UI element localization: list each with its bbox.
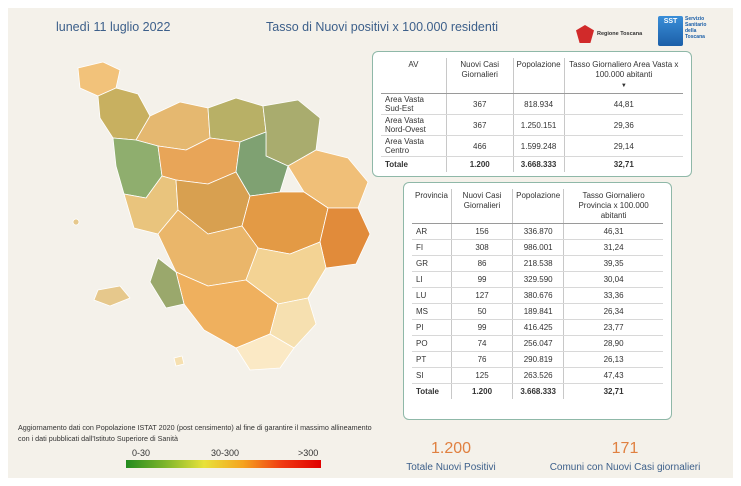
map-island-giglio xyxy=(173,355,185,367)
provincia-table-card: Provincia Nuovi Casi Giornalieri Popolaz… xyxy=(403,182,672,420)
legend-mid: 30-300 xyxy=(211,448,240,458)
table-row: PO 74 256.047 28,90 xyxy=(412,335,663,352)
sst-mark: SST xyxy=(658,16,683,46)
map-island-capraia xyxy=(72,218,80,226)
map-region-arezzo xyxy=(319,207,371,269)
table-row: LI 99 329.590 30,04 xyxy=(412,271,663,288)
table-row: Area Vasta Nord-Ovest 367 1.250.151 29,3… xyxy=(381,114,683,136)
tuscany-municipalities-map[interactable] xyxy=(58,58,388,378)
col-provincia[interactable]: Provincia xyxy=(412,189,452,224)
col-tasso[interactable]: Tasso Giornaliero Area Vasta x 100.000 a… xyxy=(564,58,683,94)
table-row: Area Vasta Centro 466 1.599.248 29,14 xyxy=(381,135,683,157)
map-island-elba xyxy=(93,285,131,307)
legend-low: 0-30 xyxy=(132,448,151,458)
table-row: FI 308 986.001 31,24 xyxy=(412,239,663,256)
col-popolazione[interactable]: Popolazione xyxy=(513,58,565,94)
kpi-total-positives: 1.200 Totale Nuovi Positivi xyxy=(396,440,506,473)
update-note: Aggiornamento dati con Popolazione ISTAT… xyxy=(18,423,372,443)
page-title: Tasso di Nuovi positivi x 100.000 reside… xyxy=(266,20,499,34)
col-nuovi-casi[interactable]: Nuovi Casi Giornalieri xyxy=(446,58,514,94)
kpi-municipalities: 171 Comuni con Nuovi Casi giornalieri xyxy=(540,440,710,473)
regione-toscana-logo: Regione Toscana xyxy=(576,20,646,48)
col-nuovi-casi[interactable]: Nuovi Casi Giornalieri xyxy=(451,189,514,224)
map-region-argentario xyxy=(235,333,295,371)
col-av[interactable]: AV xyxy=(381,58,447,94)
legend-high: >300 xyxy=(298,448,319,458)
pegasus-icon xyxy=(576,25,594,43)
kpi-label: Totale Nuovi Positivi xyxy=(406,462,496,473)
provincia-table: Provincia Nuovi Casi Giornalieri Popolaz… xyxy=(412,189,663,399)
kpi-value: 171 xyxy=(611,440,639,457)
table-row: AR 156 336.870 46,31 xyxy=(412,223,663,240)
sst-logo: SST Servizio Sanitario della Toscana xyxy=(658,16,715,46)
table-row: MS 50 189.841 26,34 xyxy=(412,303,663,320)
color-legend-gradient xyxy=(126,460,321,468)
col-popolazione[interactable]: Popolazione xyxy=(512,189,565,224)
table-row: Area Vasta Sud-Est 367 818.934 44,81 xyxy=(381,93,683,115)
map-region-maremma-west xyxy=(149,257,185,309)
kpi-value: 1.200 xyxy=(430,440,472,457)
table-row: GR 86 218.538 39,35 xyxy=(412,255,663,272)
table-row: LU 127 380.676 33,36 xyxy=(412,287,663,304)
report-date: lunedì 11 luglio 2022 xyxy=(56,20,171,34)
area-vasta-table-card: AV Nuovi Casi Giornalieri Popolazione Ta… xyxy=(372,51,692,177)
map-region-south xyxy=(269,297,317,349)
dashboard: lunedì 11 luglio 2022 Tasso di Nuovi pos… xyxy=(8,8,733,478)
table-row: PI 99 416.425 23,77 xyxy=(412,319,663,336)
table-row: PT 76 290.819 26,13 xyxy=(412,351,663,368)
sort-desc-icon: ▼ xyxy=(620,83,627,89)
col-tasso[interactable]: Tasso Giornaliero Provincia x 100.000 ab… xyxy=(563,189,663,224)
table-row: SI 125 263.526 47,43 xyxy=(412,367,663,384)
table-total-row: Totale 1.200 3.668.333 32,71 xyxy=(381,156,683,172)
table-total-row: Totale 1.200 3.668.333 32,71 xyxy=(412,383,663,399)
kpi-label: Comuni con Nuovi Casi giornalieri xyxy=(549,462,701,473)
area-vasta-table: AV Nuovi Casi Giornalieri Popolazione Ta… xyxy=(381,58,683,172)
